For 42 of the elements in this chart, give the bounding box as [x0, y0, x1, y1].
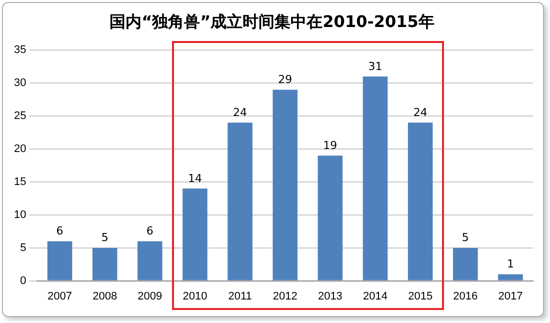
x-tick-label: 2012 — [272, 290, 298, 302]
bar — [47, 241, 72, 280]
data-label: 31 — [368, 60, 382, 73]
x-tick-label: 2010 — [182, 290, 208, 302]
chart-title: 国内“独角兽”成立时间集中在2010-2015年 — [110, 12, 434, 31]
x-tick-label: 2014 — [363, 290, 388, 302]
data-label: 24 — [233, 106, 248, 120]
bar — [498, 274, 523, 280]
x-tick-label: 2017 — [498, 290, 523, 302]
y-tick-label: 35 — [14, 44, 26, 56]
bar — [138, 241, 162, 280]
bar — [318, 156, 343, 280]
bar — [92, 248, 118, 280]
data-label: 24 — [413, 106, 428, 120]
data-label: 29 — [278, 73, 292, 86]
y-tick-label: 15 — [14, 176, 26, 188]
bar — [362, 76, 388, 280]
x-tick-label: 2011 — [228, 290, 252, 302]
y-tick-label: 10 — [14, 208, 26, 221]
data-label: 6 — [146, 224, 154, 238]
data-label: 19 — [323, 138, 338, 152]
y-tick-label: 5 — [20, 242, 26, 254]
y-tick-label: 25 — [14, 110, 26, 122]
x-tick-label: 2013 — [318, 290, 342, 302]
y-tick-label: 0 — [20, 274, 26, 287]
bar — [408, 122, 433, 280]
data-label: 5 — [101, 231, 108, 244]
data-label: 6 — [56, 224, 64, 238]
x-tick-label: 2009 — [138, 290, 162, 302]
bar — [182, 188, 208, 280]
bar — [272, 90, 298, 280]
y-tick-label: 30 — [14, 77, 26, 90]
x-tick-label: 2008 — [92, 290, 118, 302]
y-tick-label: 20 — [14, 143, 26, 156]
data-label: 5 — [462, 231, 469, 244]
bar — [453, 248, 478, 280]
data-label: 1 — [506, 258, 514, 271]
x-tick-label: 2007 — [48, 290, 72, 302]
data-label: 14 — [188, 172, 202, 185]
bar — [228, 122, 252, 280]
x-tick-label: 2016 — [453, 290, 478, 302]
x-tick-label: 2015 — [408, 290, 433, 302]
